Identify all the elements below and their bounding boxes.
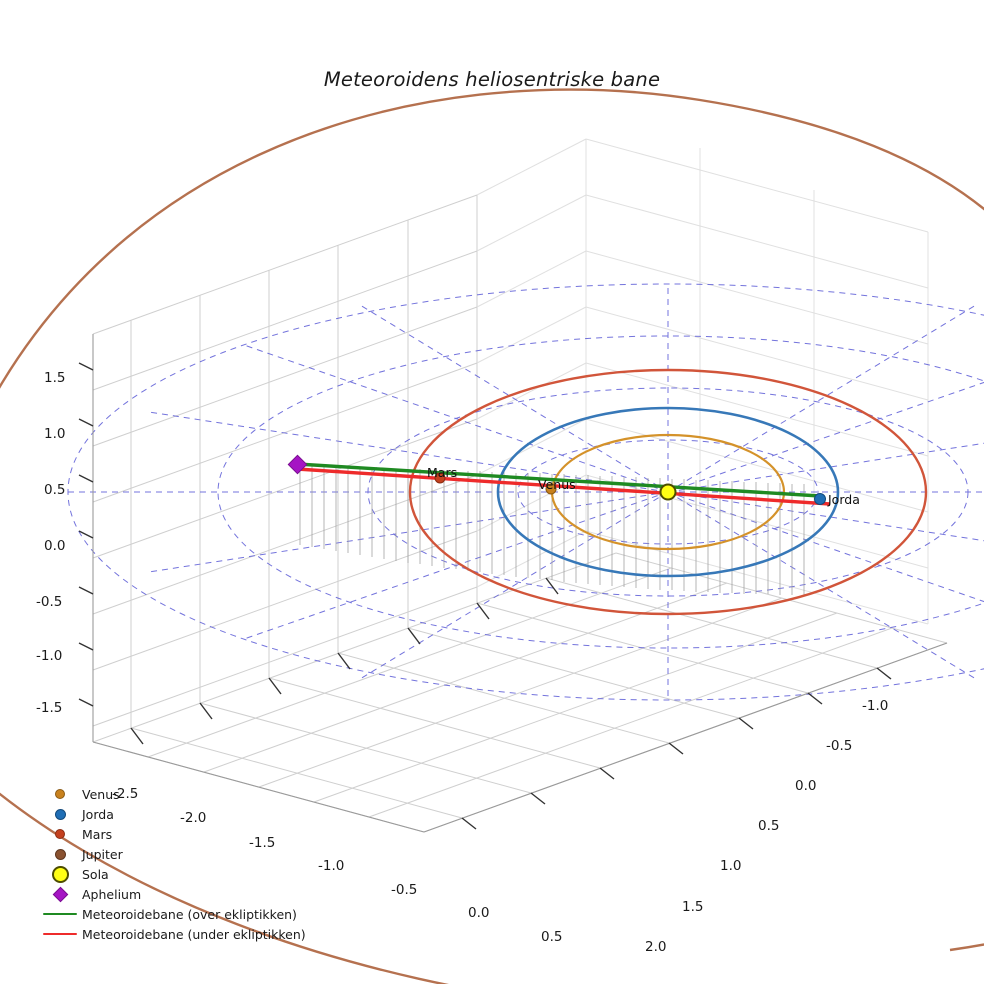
- legend-item-mars[interactable]: Mars: [38, 824, 306, 844]
- legend-label: Jorda: [82, 806, 114, 822]
- legend-label: Aphelium: [82, 886, 142, 902]
- marker-mars: [434, 472, 446, 484]
- marker-jorda: [814, 493, 826, 505]
- chart-title: Meteoroidens heliosentriske bane: [323, 68, 661, 91]
- x-tick: -2.5: [112, 786, 139, 802]
- aphelium-marker-icon: [38, 886, 82, 902]
- x-tick: -1.5: [249, 835, 276, 851]
- legend-label: Mars: [82, 826, 113, 842]
- y-tick: 0.0: [795, 778, 817, 794]
- annotation-mars: Mars: [427, 465, 458, 480]
- orbit-jupiter: [0, 88, 984, 984]
- legend-item-venus[interactable]: Venus: [38, 784, 306, 804]
- jupiter-marker-icon: [38, 848, 82, 860]
- z-tick: 0.0: [44, 538, 66, 554]
- marker-sola: [659, 483, 677, 501]
- x-tick: 0.5: [541, 929, 563, 945]
- y-tick: 1.0: [720, 858, 742, 874]
- legend: Venus Jorda Mars Jupiter Sola: [38, 784, 306, 944]
- x-tick: -1.0: [318, 858, 345, 874]
- polar-grid-dashed: [67, 283, 984, 701]
- marker-venus: [545, 483, 557, 495]
- orbit-mars: [408, 368, 928, 616]
- orbit-jorda: [496, 406, 840, 578]
- annotation-jorda: Jorda: [828, 492, 860, 507]
- z-tick: 1.5: [44, 370, 66, 386]
- z-tick: 0.5: [44, 482, 66, 498]
- trajectory-over-ecliptic: [296, 462, 821, 498]
- pane-left-wall: [92, 194, 478, 742]
- red-line-icon: [38, 932, 82, 936]
- mars-marker-icon: [38, 829, 82, 839]
- sola-marker-icon: [38, 865, 82, 883]
- axis-tickmarks: [78, 362, 892, 830]
- legend-item-jupiter[interactable]: Jupiter: [38, 844, 306, 864]
- jorda-marker-icon: [38, 808, 82, 820]
- trajectory-under-ecliptic: [296, 467, 831, 506]
- x-tick: -2.0: [180, 810, 207, 826]
- legend-item-trajectory-under[interactable]: Meteoroidebane (under ekliptikken): [38, 924, 306, 944]
- y-tick: -0.5: [826, 738, 853, 754]
- legend-label: Meteoroidebane (under ekliptikken): [82, 926, 306, 942]
- x-tick: 0.0: [468, 905, 490, 921]
- z-tick: 1.0: [44, 426, 66, 442]
- z-tick: -1.0: [36, 648, 63, 664]
- annotation-venus: Venus: [538, 477, 576, 492]
- y-tick: -1.0: [862, 698, 889, 714]
- legend-label: Sola: [82, 866, 109, 882]
- x-tick: -0.5: [391, 882, 418, 898]
- marker-aphelium: [287, 454, 308, 475]
- pane-right-wall: [476, 138, 929, 625]
- green-line-icon: [38, 912, 82, 916]
- legend-label: Venus: [82, 786, 120, 802]
- y-tick: 0.5: [758, 818, 780, 834]
- z-tick: -1.5: [36, 700, 63, 716]
- legend-item-trajectory-over[interactable]: Meteoroidebane (over ekliptikken): [38, 904, 306, 924]
- venus-marker-icon: [38, 789, 82, 799]
- legend-label: Meteoroidebane (over ekliptikken): [82, 906, 297, 922]
- legend-item-sola[interactable]: Sola: [38, 864, 306, 884]
- legend-item-aphelium[interactable]: Aphelium: [38, 884, 306, 904]
- y-tick: 2.0: [645, 939, 667, 955]
- legend-label: Jupiter: [82, 846, 123, 862]
- legend-item-jorda[interactable]: Jorda: [38, 804, 306, 824]
- axis-spines: [92, 334, 948, 833]
- z-tick: -0.5: [36, 594, 63, 610]
- y-tick: 1.5: [682, 899, 704, 915]
